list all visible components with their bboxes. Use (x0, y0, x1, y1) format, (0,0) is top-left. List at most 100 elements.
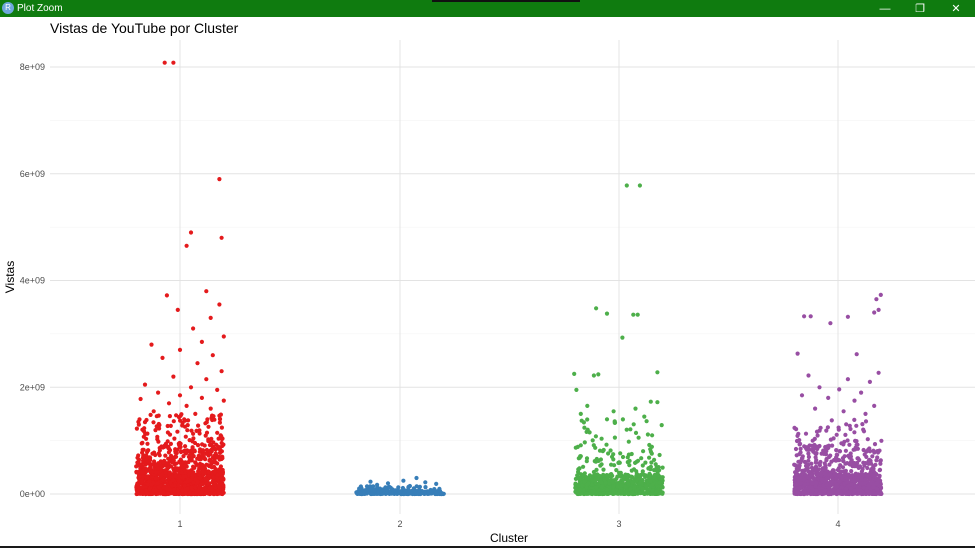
data-point (873, 462, 878, 467)
data-point (654, 468, 660, 473)
data-point (607, 491, 612, 496)
data-point (604, 442, 609, 447)
data-point (167, 470, 172, 475)
data-point (212, 491, 217, 496)
data-point (797, 452, 802, 457)
data-point (649, 460, 654, 465)
data-point (400, 485, 405, 491)
data-point (843, 448, 849, 453)
data-point (578, 487, 583, 493)
data-point (192, 440, 198, 446)
data-point (842, 454, 847, 459)
data-point (584, 456, 590, 461)
data-point (572, 371, 577, 376)
data-point (828, 481, 833, 486)
data-point (871, 482, 876, 487)
data-point (600, 484, 605, 489)
data-point (591, 443, 596, 448)
data-point (855, 478, 860, 483)
data-point (813, 468, 818, 473)
close-button[interactable]: ✕ (951, 3, 961, 15)
data-point (802, 482, 807, 487)
data-point (615, 484, 620, 489)
data-point (148, 466, 153, 471)
data-point (147, 479, 152, 484)
data-point (624, 183, 629, 188)
data-point (191, 431, 196, 436)
data-point (860, 481, 865, 486)
data-point (652, 457, 657, 462)
data-point (183, 491, 188, 496)
data-point (171, 466, 176, 471)
data-point (134, 426, 139, 431)
r-logo-icon: R (2, 2, 14, 14)
data-point (807, 485, 813, 490)
data-point (861, 460, 866, 465)
data-point (835, 467, 841, 473)
data-point (363, 488, 368, 493)
data-point (158, 459, 163, 464)
data-point (145, 441, 150, 446)
data-point (862, 452, 867, 457)
data-point (611, 484, 616, 489)
data-point (188, 453, 193, 458)
data-point (156, 413, 161, 418)
data-point (157, 426, 162, 431)
data-point (817, 490, 823, 495)
data-point (634, 471, 639, 476)
data-point (220, 469, 225, 475)
data-point (815, 445, 820, 450)
data-point (578, 411, 583, 416)
restore-button[interactable]: ❐ (915, 3, 925, 15)
data-point (847, 490, 852, 496)
scatter-chart: 0e+00 2e+09 4e+09 6e+09 8e+09 1 2 3 4 Vistas de … (3, 20, 975, 545)
data-point (582, 425, 587, 430)
data-point (807, 470, 812, 475)
data-point (637, 183, 643, 188)
data-point (819, 477, 825, 482)
data-point (219, 425, 224, 430)
data-point (165, 478, 170, 483)
data-point (844, 422, 849, 427)
data-point (574, 387, 579, 392)
data-point (837, 387, 842, 392)
data-point (144, 436, 149, 441)
data-point (864, 488, 869, 493)
data-point (215, 461, 220, 466)
data-point (194, 428, 199, 433)
data-point (802, 314, 807, 319)
data-point (604, 311, 610, 316)
data-point (593, 434, 599, 439)
data-point (837, 449, 843, 454)
data-point (160, 355, 165, 360)
data-point (871, 485, 877, 490)
data-point (834, 448, 839, 453)
data-point (797, 438, 802, 443)
data-point (160, 477, 165, 482)
data-point (137, 474, 142, 479)
data-point (641, 491, 647, 496)
data-point (145, 448, 150, 453)
data-point (658, 484, 664, 489)
data-point (148, 412, 153, 417)
minimize-button[interactable]: — (879, 2, 891, 15)
data-point (199, 490, 204, 495)
data-point (204, 430, 210, 435)
data-point (171, 419, 176, 424)
data-point (821, 448, 826, 453)
data-point (839, 485, 844, 490)
data-point (166, 444, 171, 449)
data-point (575, 491, 580, 496)
data-point (217, 417, 223, 422)
data-point (155, 434, 160, 439)
data-point (180, 460, 185, 465)
data-point (799, 393, 805, 398)
data-point (150, 451, 155, 456)
data-point (407, 483, 412, 489)
data-point (140, 490, 145, 495)
data-point (190, 449, 195, 454)
data-point (364, 484, 370, 489)
data-point (620, 454, 626, 460)
data-point (817, 385, 822, 390)
data-point (812, 446, 817, 451)
